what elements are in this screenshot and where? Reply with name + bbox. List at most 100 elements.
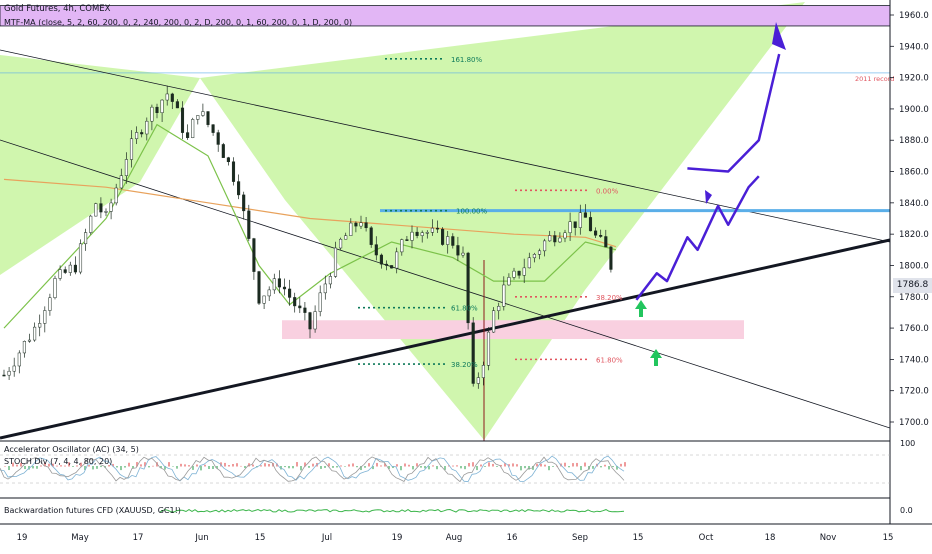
ac-bar [584, 462, 586, 467]
ac-bar [60, 465, 62, 467]
x-tick-label: Aug [446, 533, 463, 543]
candle-body [486, 331, 491, 366]
y-tick-label: 1760.0 [899, 324, 929, 334]
ac-bar [328, 463, 330, 467]
up-arrow-icon [650, 349, 662, 366]
projection-path-2 [687, 53, 781, 173]
candle-body [109, 202, 113, 212]
ac-bar [404, 463, 406, 467]
x-tick-label: Sep [572, 533, 588, 543]
ac-bar [192, 466, 194, 470]
backwardation-label: Backwardation futures CFD (XAUUSD, GC1!) [4, 506, 181, 515]
ac-bar [372, 466, 374, 470]
candle-body [517, 270, 521, 276]
candle-body [430, 227, 434, 233]
candle-body [537, 250, 542, 255]
backwardation-axis-label: 0.0 [900, 506, 913, 515]
candle-body [588, 217, 593, 232]
candle-body [507, 277, 511, 286]
ac-bar [144, 462, 146, 467]
candle-body [84, 232, 88, 245]
candle-body [303, 307, 307, 313]
ac-bar [224, 462, 226, 467]
ac-bar [532, 466, 534, 470]
candle-body [12, 365, 16, 372]
ac-bar [296, 462, 298, 467]
candle-body [231, 161, 236, 182]
candle-body [471, 322, 475, 384]
ac-bar [512, 463, 514, 467]
candle-body [384, 263, 389, 266]
candle-body [344, 235, 348, 240]
ac-bar [116, 466, 118, 468]
ac-bar [180, 463, 182, 467]
ac-bar [580, 466, 582, 471]
candle-body [313, 311, 317, 330]
ac-bar [164, 466, 166, 470]
current-price-tag: 1786.8 [893, 278, 932, 293]
ac-bar [592, 466, 594, 469]
candle-body [201, 111, 205, 116]
candle-body [456, 245, 460, 256]
x-tick-label: Oct [699, 533, 714, 543]
y-tick-label: 1700.0 [899, 418, 929, 428]
y-tick-label: 1780.0 [899, 293, 929, 303]
ac-bar [56, 465, 58, 467]
candle-body [435, 227, 440, 230]
ac-bar [236, 463, 238, 467]
ac-bar [388, 466, 390, 469]
candle-body [63, 269, 67, 273]
candle-body [17, 352, 21, 367]
candle-body [339, 238, 343, 249]
ac-bar [540, 463, 542, 467]
candle-body [527, 257, 531, 269]
oscillator-label-stoch: STOCH Div (7, 4, 4, 80, 20) [4, 457, 113, 466]
ac-bar [360, 466, 362, 471]
ac-bar [488, 462, 490, 467]
projection-arrowhead-2 [705, 190, 712, 204]
y-tick-label: 1840.0 [899, 199, 929, 209]
ac-bar [108, 465, 110, 467]
candle-body [135, 132, 139, 140]
ac-bar [600, 466, 602, 468]
candle-body [451, 236, 455, 246]
ac-bar [552, 466, 554, 467]
fib-level-label: 100.00% [456, 208, 487, 216]
ac-bar [480, 464, 482, 467]
candle-body [211, 124, 215, 133]
candle-body [53, 278, 57, 298]
ac-bar [332, 466, 334, 468]
candle-body [420, 232, 424, 236]
ac-bar [536, 463, 538, 467]
x-tick-label: 15 [633, 533, 644, 543]
ac-bar [120, 466, 122, 471]
candle-body [242, 194, 246, 212]
ac-bar [340, 465, 342, 467]
candle-body [410, 231, 414, 241]
candle-body [349, 222, 353, 236]
candle-body [532, 254, 536, 259]
ac-bar [48, 463, 50, 467]
candle-body [461, 252, 465, 256]
ac-bar [572, 463, 574, 467]
candle-body [502, 284, 506, 307]
x-tick-label: 15 [255, 533, 266, 543]
ac-bar [476, 466, 478, 471]
candle-body [99, 203, 103, 213]
candle-body [415, 231, 419, 236]
ac-bar [412, 466, 414, 470]
ac-bar [416, 463, 418, 467]
y-tick-label: 1920.0 [899, 74, 929, 84]
candle-body [573, 221, 577, 228]
candle-body [492, 310, 496, 333]
y-tick-label: 1960.0 [899, 11, 929, 21]
candle-body [609, 246, 613, 270]
ac-bar [124, 466, 126, 468]
ac-bar [68, 462, 70, 467]
ac-bar [356, 466, 358, 468]
record-label: 2011 record [855, 75, 894, 83]
ac-bar [184, 464, 186, 467]
candle-body [374, 244, 378, 256]
ac-bar [300, 466, 302, 471]
